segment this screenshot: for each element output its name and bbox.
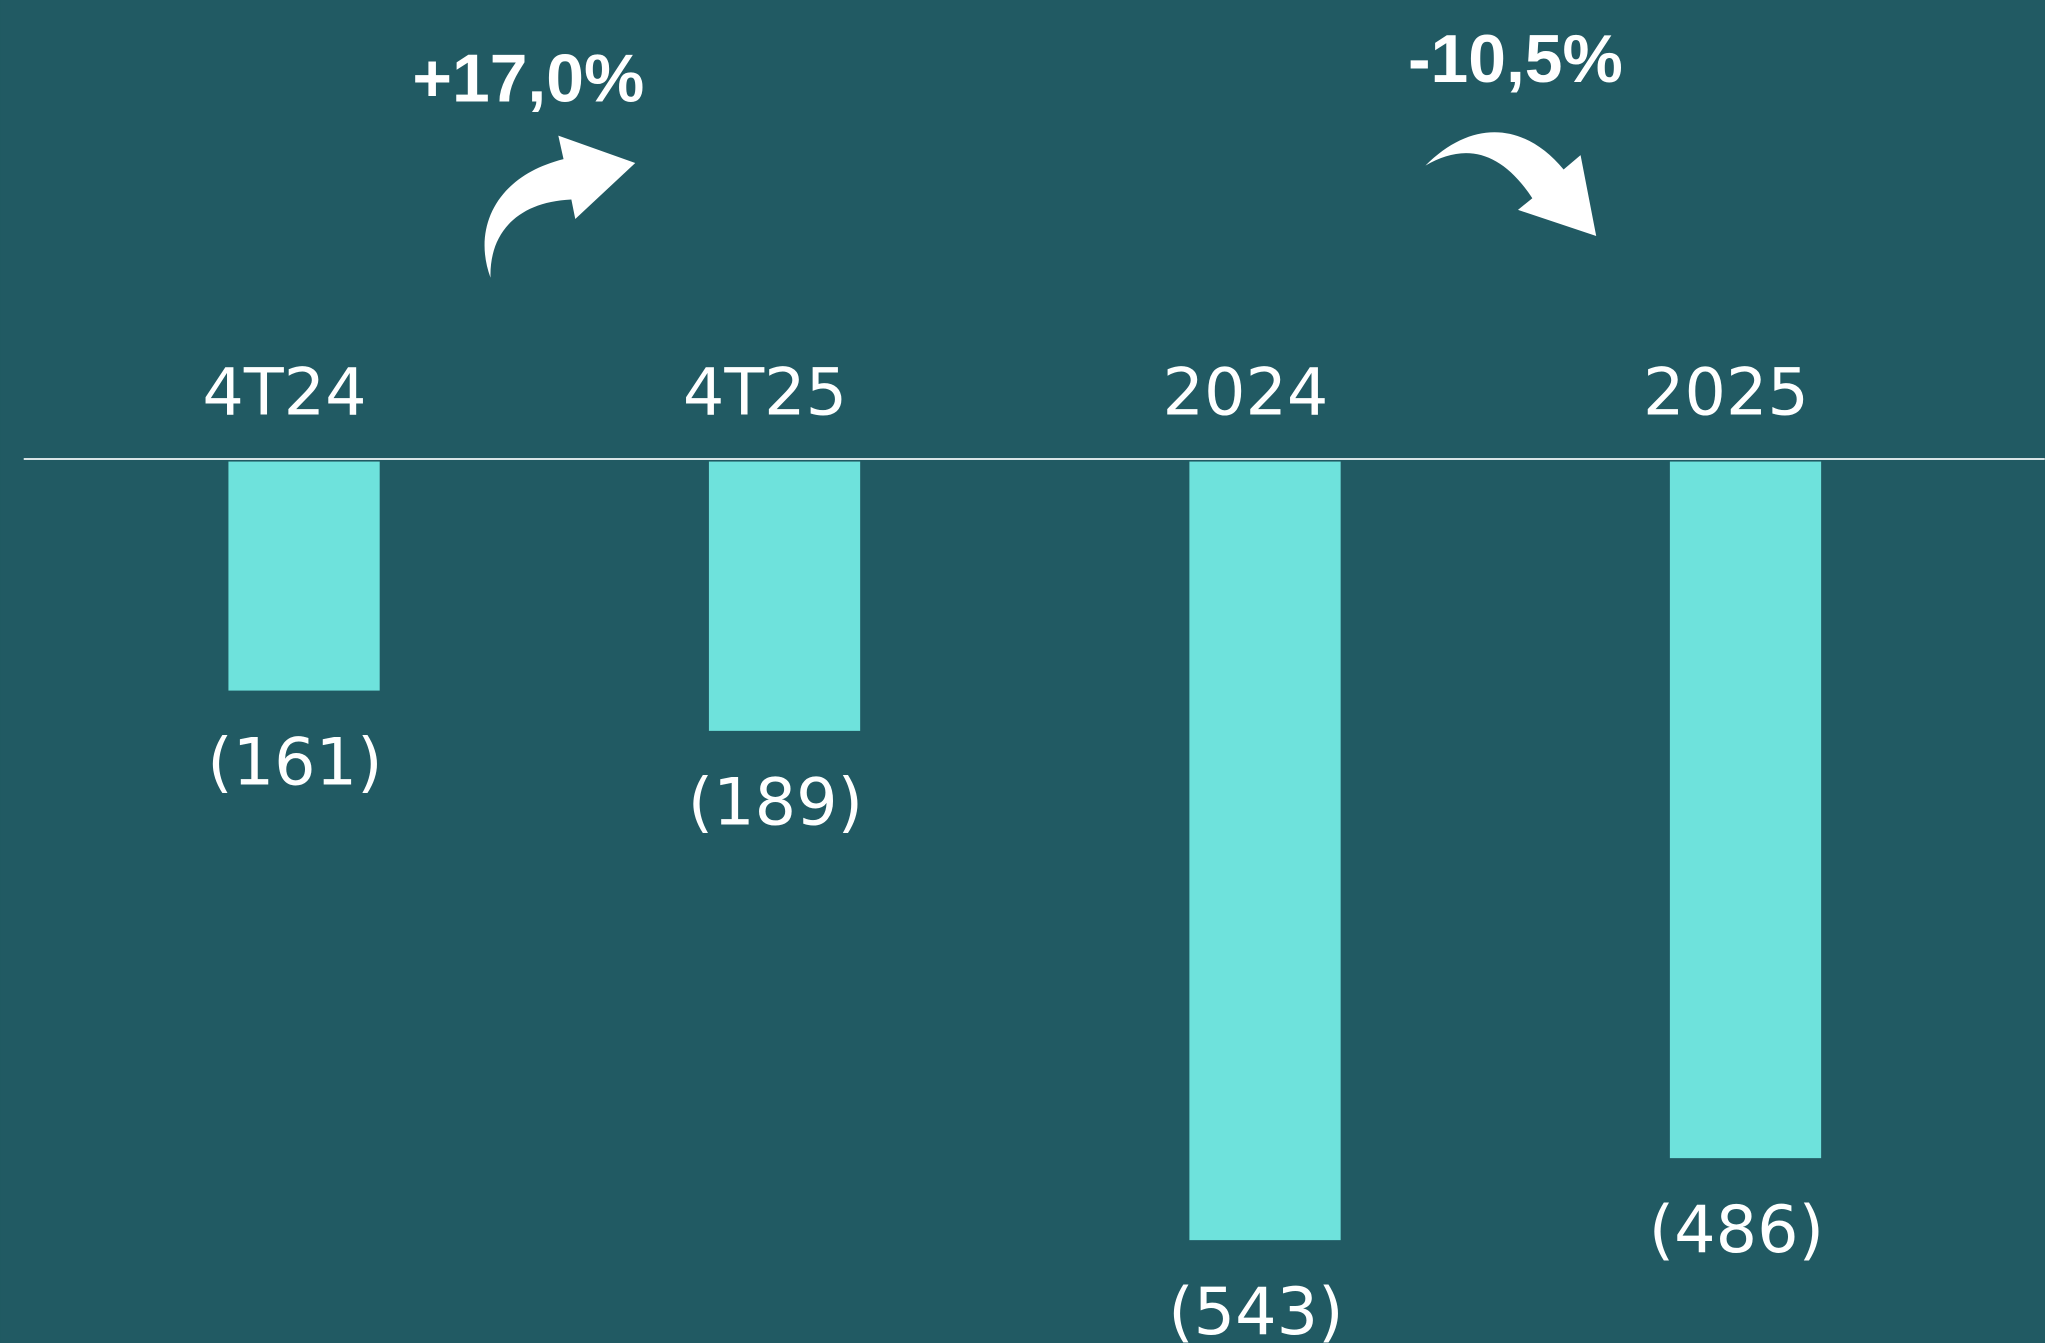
annotation: -10,5% [1408, 22, 1623, 97]
value-label: (189) [688, 765, 863, 841]
bar [1669, 461, 1822, 1159]
x-tick-label: 4T25 [683, 355, 847, 431]
arrow-up [484, 135, 636, 278]
x-tick-label: 4T24 [202, 355, 366, 431]
annotation: +17,0% [412, 42, 644, 117]
arrow-down [1425, 132, 1597, 237]
bar [708, 461, 861, 731]
value-label: (486) [1649, 1192, 1824, 1268]
x-tick-label: 2024 [1163, 355, 1329, 431]
value-label: (161) [207, 724, 382, 800]
x-tick-label: 2025 [1643, 355, 1809, 431]
bar [1189, 461, 1341, 1241]
value-label: (543) [1168, 1274, 1343, 1343]
bar [228, 461, 380, 691]
